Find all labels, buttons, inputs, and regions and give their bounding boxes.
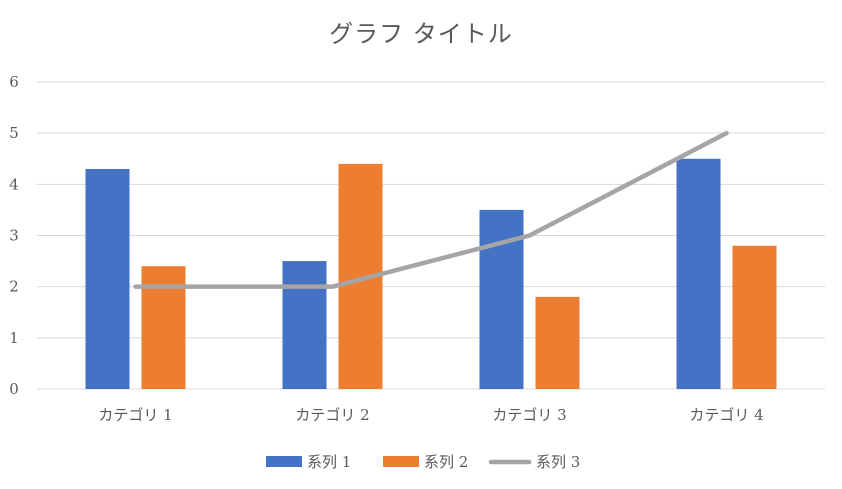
- y-axis-ticks: 0 1 2 3 4 5 6: [9, 73, 19, 398]
- bar-1-cat-1: [85, 168, 130, 389]
- y-tick-label: 0: [9, 380, 19, 398]
- x-category-label: カテゴリ 1: [98, 406, 172, 424]
- bar-1-cat-2: [282, 261, 327, 389]
- y-tick-label: 5: [9, 124, 19, 142]
- x-category-label: カテゴリ 3: [492, 406, 566, 424]
- y-tick-label: 6: [9, 73, 19, 91]
- bar-2-cat-3: [535, 296, 580, 389]
- y-tick-label: 1: [9, 329, 19, 347]
- legend-label-3: 系列 3: [536, 453, 580, 471]
- legend-label-1: 系列 1: [307, 453, 351, 471]
- bars: [85, 158, 777, 389]
- y-tick-label: 3: [9, 227, 19, 245]
- y-tick-label: 4: [9, 175, 19, 193]
- legend-label-2: 系列 2: [424, 453, 468, 471]
- x-category-label: カテゴリ 4: [689, 406, 763, 424]
- legend: 系列 1 系列 2 系列 3: [266, 453, 580, 471]
- x-axis-categories: カテゴリ 1 カテゴリ 2 カテゴリ 3 カテゴリ 4: [98, 406, 763, 424]
- x-category-label: カテゴリ 2: [295, 406, 369, 424]
- legend-swatch-1: [266, 456, 302, 467]
- chart-title: グラフ タイトル: [329, 20, 513, 48]
- y-tick-label: 2: [9, 278, 19, 296]
- legend-swatch-2: [383, 456, 419, 467]
- line-series: [133, 130, 729, 289]
- line-series-1: [133, 130, 729, 289]
- bar-2-cat-4: [732, 245, 777, 389]
- bar-1-cat-4: [676, 158, 721, 389]
